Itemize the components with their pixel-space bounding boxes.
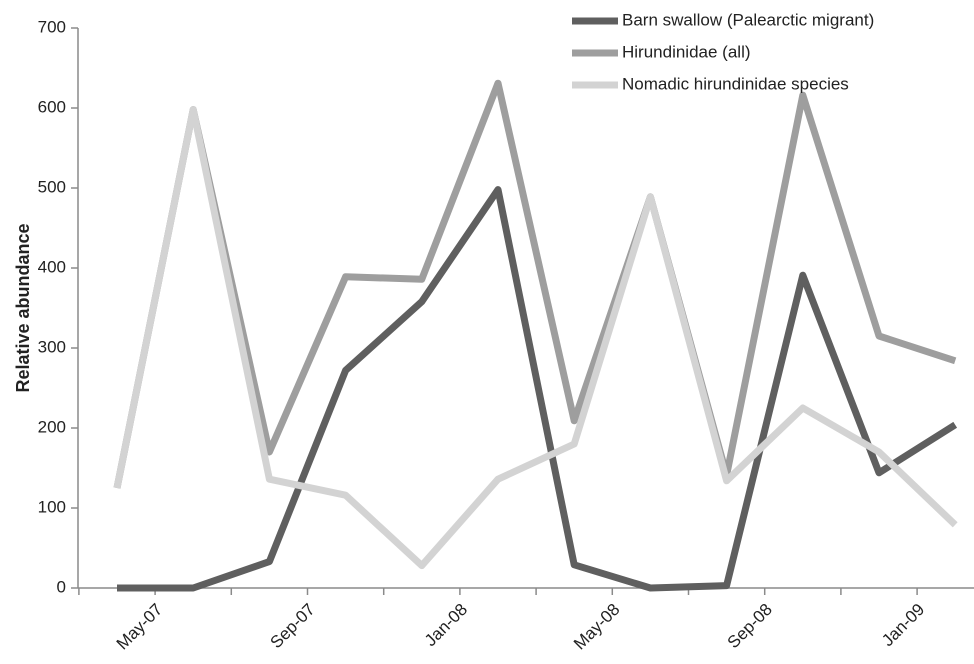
y-tick-label: 200 bbox=[38, 417, 66, 436]
y-tick-label: 0 bbox=[57, 577, 66, 596]
legend: Barn swallow (Palearctic migrant) Hirundi… bbox=[572, 10, 874, 93]
x-tick-label: Jan-09 bbox=[878, 600, 928, 650]
axes bbox=[77, 28, 974, 589]
y-tick-label: 300 bbox=[38, 337, 66, 356]
series-line-2 bbox=[113, 106, 958, 570]
x-tick-label: May-07 bbox=[113, 600, 167, 654]
x-tick-label: Sep-07 bbox=[267, 600, 319, 652]
series-lines bbox=[113, 79, 958, 592]
x-tick-label: Jan-08 bbox=[421, 600, 471, 650]
y-tick-label: 500 bbox=[38, 177, 66, 196]
y-tick-label: 700 bbox=[38, 17, 66, 36]
legend-label-2: Nomadic hirundinidae species bbox=[622, 74, 849, 93]
x-tick-label: May-08 bbox=[570, 600, 624, 654]
y-ticks: 0 100 200 300 400 500 600 700 bbox=[38, 17, 78, 596]
x-tick-label: Sep-08 bbox=[724, 600, 776, 652]
y-axis-title: Relative abundance bbox=[13, 223, 33, 392]
legend-label-1: Hirundinidae (all) bbox=[622, 42, 751, 61]
y-tick-label: 100 bbox=[38, 497, 66, 516]
x-ticks: May-07 Sep-07 Jan-08 May-08 Sep-08 Jan-09 bbox=[78, 588, 928, 654]
series-line-1 bbox=[113, 79, 957, 489]
y-tick-label: 400 bbox=[38, 257, 66, 276]
legend-label-0: Barn swallow (Palearctic migrant) bbox=[622, 10, 874, 29]
y-tick-label: 600 bbox=[38, 97, 66, 116]
series-line-0 bbox=[117, 186, 958, 592]
